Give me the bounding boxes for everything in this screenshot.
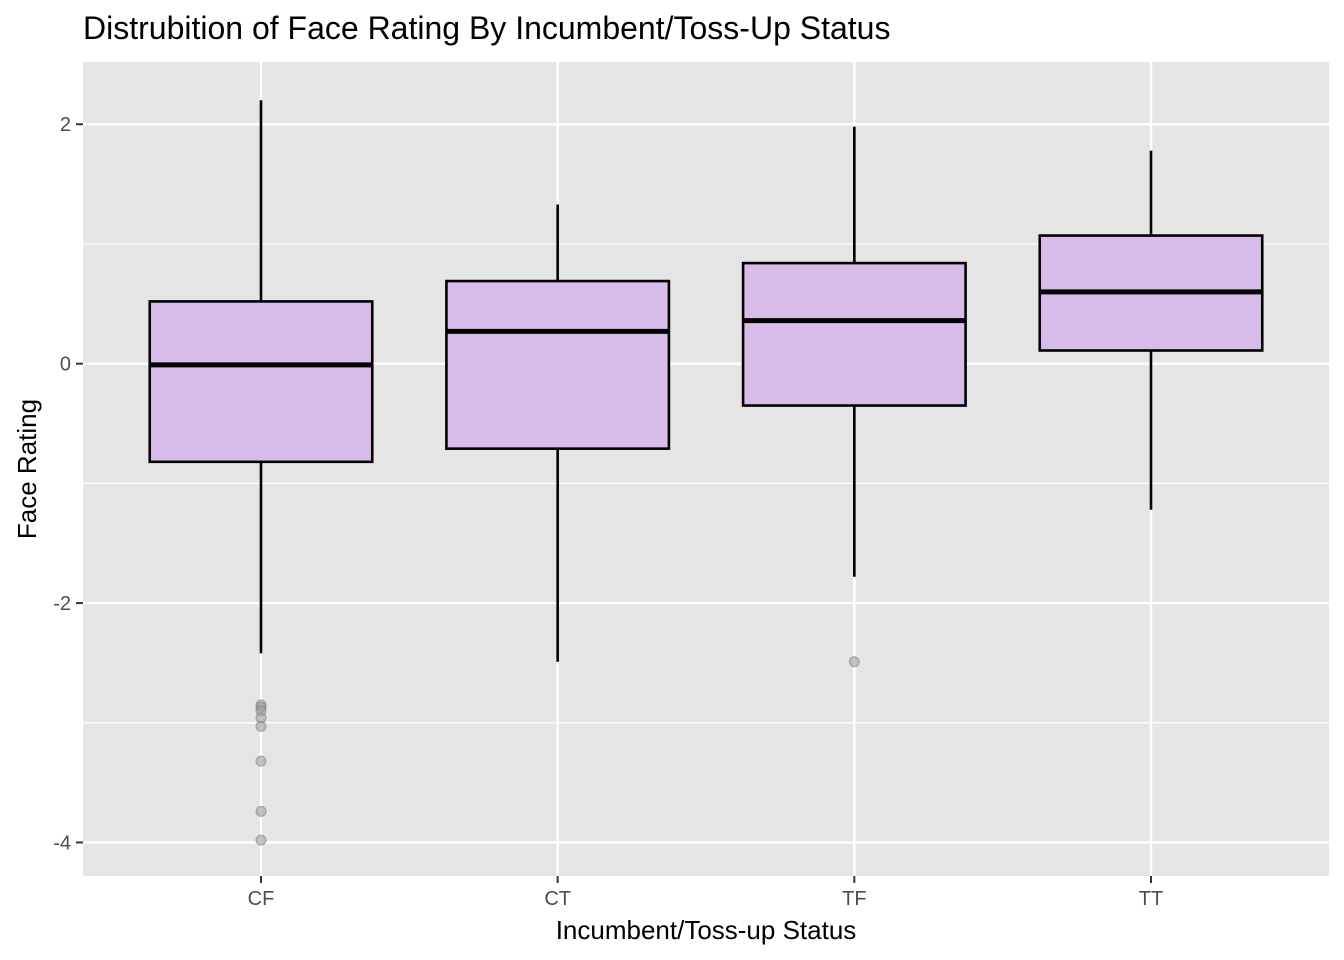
x-tick-label-tf: TF (842, 888, 866, 910)
outlier-point-cf (255, 720, 267, 732)
outliers (255, 656, 860, 846)
box-tf (741, 261, 967, 407)
box-cf (148, 300, 374, 464)
chart-title: Distrubition of Face Rating By Incumbent… (83, 10, 890, 46)
y-tick-label: -2 (53, 593, 71, 615)
outlier-point-cf (255, 755, 267, 767)
y-tick-label: 0 (60, 354, 71, 376)
x-tick-label-ct: CT (544, 888, 571, 910)
boxes (148, 100, 1264, 662)
y-axis-title: Face Rating (12, 399, 42, 539)
y-tick-label: 2 (60, 114, 71, 136)
axes: -4 -2 0 2 CF CT TF TT (53, 114, 1163, 910)
outlier-point-cf (255, 834, 267, 846)
x-axis-title: Incumbent/Toss-up Status (556, 915, 857, 945)
x-tick-label-cf: CF (248, 888, 275, 910)
box-ct (445, 279, 671, 450)
x-tick-label-tt: TT (1139, 888, 1163, 910)
outlier-point-cf (255, 805, 267, 817)
plot-panel (83, 62, 1329, 876)
y-tick-label: -4 (53, 832, 71, 854)
outlier-point-tf (848, 656, 860, 668)
